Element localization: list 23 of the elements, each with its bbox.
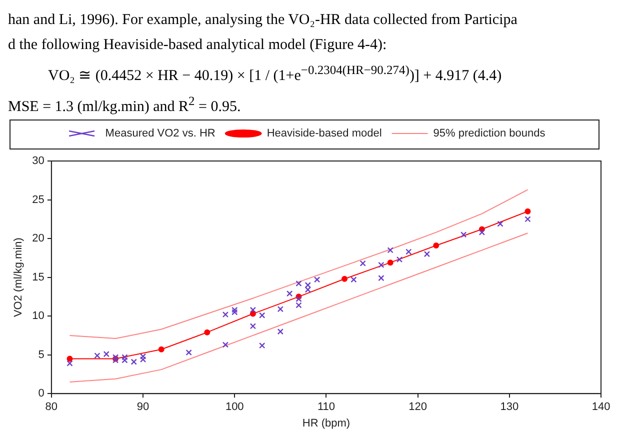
y-tick-label: 15	[32, 271, 44, 284]
y-axis-title: VO2 (ml/kg.min)	[12, 238, 25, 318]
legend-label: Heaviside-based model	[266, 128, 382, 140]
y-tick-label: 0	[38, 388, 44, 400]
x-axis-title: HR (bpm)	[302, 417, 350, 430]
y-tick-label: 25	[32, 194, 44, 206]
text: MSE = 1.3 (ml/kg.min) and R$^{2}$ = 0.95.	[8, 93, 242, 117]
y-tick-label: 5	[38, 348, 44, 361]
x-tick-label: 130	[500, 401, 519, 414]
x-tick-label: 110	[317, 401, 335, 414]
x-tick-label: 90	[136, 401, 150, 414]
y-tick-label: 20	[32, 232, 44, 245]
y-tick-label: 30	[32, 155, 44, 168]
y-tick-label: 10	[32, 310, 44, 322]
text: han and Li, 1996). For example, analysing the VO₂-HR data collected from Participa	[8, 11, 518, 30]
text: d the following Heaviside-based analytical model (Figure 4-4):	[8, 36, 388, 55]
x-tick-label: 140	[592, 401, 610, 414]
x-tick-label: 120	[408, 401, 427, 414]
legend-label: Measured VO2 vs. HR	[105, 128, 216, 140]
legend-label: 95% prediction bounds	[433, 128, 546, 140]
x-tick-label: 80	[45, 401, 58, 414]
text: VO₂ ≅ (0.4452 × HR − 40.19) × [1 / (1+e$^{−0.2304(HR−90.274)}$)] + 4.917 (4.4)	[47, 62, 503, 86]
x-tick-label: 100	[225, 401, 244, 414]
